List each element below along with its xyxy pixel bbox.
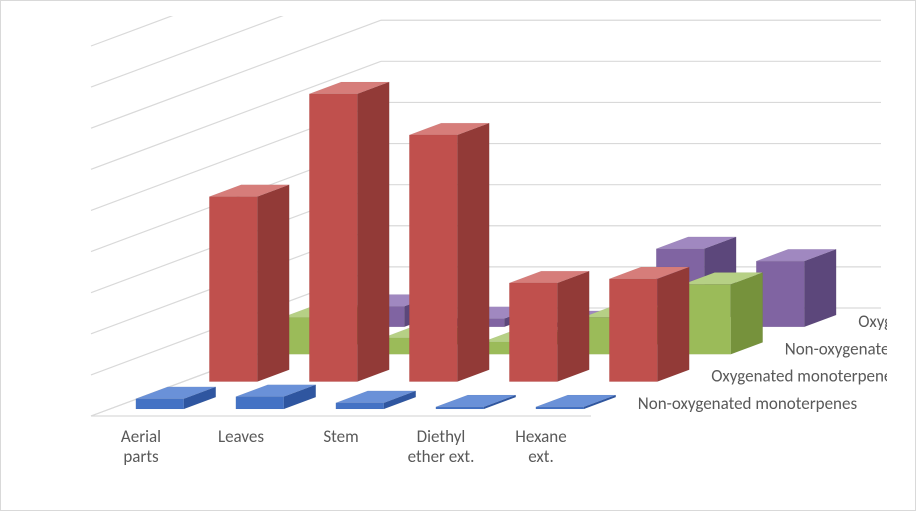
- series-label: Non-oxygenated monoterpenes: [638, 393, 858, 414]
- series-label: Non-oxygenated sesquiterpenes: [785, 338, 887, 359]
- bar3d-chart: 0102030405060708090 AerialpartsLeavesSte…: [31, 16, 887, 496]
- series-label: Oxygenated sesquiterpenes: [858, 311, 887, 332]
- x-category-label: Leaves: [218, 426, 264, 447]
- x-category-label: Diethylether ext.: [408, 426, 475, 467]
- bar: [756, 261, 804, 327]
- bar: [509, 283, 557, 382]
- bar: [309, 94, 357, 382]
- chart-frame: 0102030405060708090 AerialpartsLeavesSte…: [0, 0, 916, 511]
- bar: [209, 197, 257, 382]
- bar: [409, 135, 457, 382]
- bar: [336, 403, 384, 409]
- series-label: Oxygenated monoterpenes: [711, 366, 887, 387]
- bar: [436, 407, 484, 409]
- bar: [136, 399, 184, 409]
- bar: [536, 407, 584, 409]
- x-category-label: Stem: [323, 426, 358, 447]
- bar: [683, 284, 731, 354]
- x-category-label: Hexaneext.: [515, 426, 566, 467]
- bar: [609, 279, 657, 382]
- bar: [236, 397, 284, 409]
- x-category-label: Aerialparts: [121, 426, 161, 467]
